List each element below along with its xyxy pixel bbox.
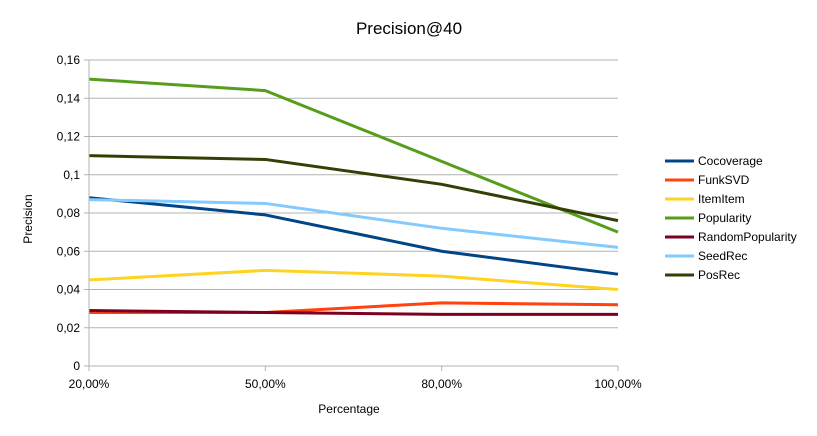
axes <box>88 60 618 367</box>
y-tick-label: 0,16 <box>57 53 81 67</box>
legend-label: PosRec <box>698 268 740 282</box>
legend-label: Popularity <box>698 211 751 225</box>
series-line-4 <box>88 309 618 316</box>
grid <box>89 59 618 329</box>
legend-label: ItemItem <box>698 192 745 206</box>
x-tick-label: 20,00% <box>69 377 110 391</box>
legend-label: FunkSVD <box>698 173 750 187</box>
y-tick-label: 0,04 <box>57 283 81 297</box>
y-tick-label: 0,02 <box>57 321 81 335</box>
series-lines <box>88 77 619 316</box>
y-tick-label: 0,14 <box>57 91 81 105</box>
series-line-5 <box>88 198 619 249</box>
y-tick-label: 0 <box>73 359 80 373</box>
x-axis-ticks: 20,00% 50,00% 80,00% 100,00% <box>69 366 642 391</box>
series-line-3 <box>88 77 619 234</box>
y-tick-label: 0,06 <box>57 244 81 258</box>
chart-title: Precision@40 <box>356 19 462 38</box>
x-tick-label: 100,00% <box>594 377 642 391</box>
legend-label: Cocoverage <box>698 154 763 168</box>
y-tick-label: 0,1 <box>63 168 80 182</box>
y-tick-label: 0,12 <box>57 130 81 144</box>
y-tick-label: 0,08 <box>57 206 81 220</box>
legend-label: SeedRec <box>698 249 747 263</box>
series-line-2 <box>88 268 619 291</box>
x-tick-label: 50,00% <box>245 377 286 391</box>
y-axis-ticks: 0 0,02 0,04 0,06 0,08 0,1 0,12 0,14 0,16 <box>57 53 89 373</box>
legend-label: RandomPopularity <box>698 230 797 244</box>
x-axis-label: Percentage <box>318 402 380 416</box>
y-axis-label: Precision <box>21 194 35 243</box>
legend: Cocoverage FunkSVD ItemItem Popularity Rando… <box>665 154 797 282</box>
series-line-6 <box>88 154 619 223</box>
x-tick-label: 80,00% <box>421 377 462 391</box>
series-line-0 <box>88 196 619 276</box>
